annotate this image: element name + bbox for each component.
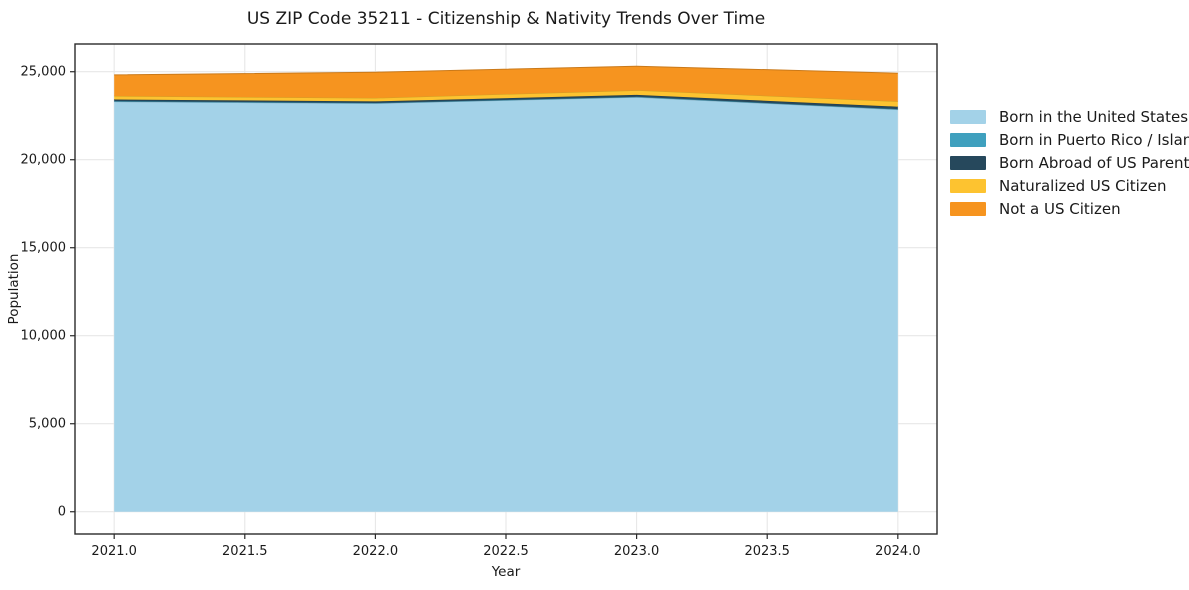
legend-swatch-born-in-puerto-rico-islands [950, 132, 986, 147]
x-tick-label: 2021.0 [91, 544, 137, 559]
legend: Born in the United States Born in Puerto … [950, 105, 1189, 220]
area-4 [114, 66, 898, 102]
legend-item-born-in-puerto-rico-islands: Born in Puerto Rico / Islands [950, 128, 1189, 151]
legend-swatch-not-a-us-citizen [950, 201, 986, 216]
legend-item-not-a-us-citizen: Not a US Citizen [950, 197, 1189, 220]
legend-label-born-in-puerto-rico-islands: Born in Puerto Rico / Islands [999, 130, 1189, 149]
y-tick-label: 5,000 [28, 416, 66, 432]
legend-swatch-born-in-the-united-states [950, 109, 986, 124]
x-tick-label: 2022.0 [352, 544, 399, 559]
legend-label-born-abroad-of-us-parent-s: Born Abroad of US Parent(s) [999, 153, 1189, 172]
area-3 [114, 90, 898, 107]
legend-item-naturalized-us-citizen: Naturalized US Citizen [950, 174, 1189, 197]
legend-swatch-born-abroad-of-us-parent-s [950, 155, 986, 170]
legend-label-born-in-the-united-states: Born in the United States [999, 107, 1189, 126]
x-tick-label: 2022.5 [483, 544, 529, 559]
x-tick-label: 2023.5 [744, 544, 790, 559]
y-tick-label: 10,000 [20, 328, 67, 344]
y-tick-label: 0 [57, 504, 66, 520]
legend-item-born-abroad-of-us-parent-s: Born Abroad of US Parent(s) [950, 151, 1189, 174]
x-tick-label: 2024.0 [875, 544, 921, 559]
legend-label-naturalized-us-citizen: Naturalized US Citizen [999, 176, 1167, 195]
area-edge-4 [114, 65, 898, 76]
legend-label-not-a-us-citizen: Not a US Citizen [999, 199, 1121, 218]
y-tick-label: 15,000 [20, 240, 67, 256]
x-tick-label: 2023.0 [613, 544, 660, 559]
area-2 [114, 94, 898, 110]
x-tick-label: 2021.5 [222, 544, 268, 559]
chart-title: US ZIP Code 35211 - Citizenship & Nativi… [246, 9, 766, 29]
x-axis-label: Year [491, 564, 521, 580]
legend-swatch-naturalized-us-citizen [950, 178, 986, 193]
y-tick-label: 20,000 [20, 152, 67, 168]
y-tick-label: 25,000 [20, 64, 67, 80]
legend-item-born-in-the-united-states: Born in the United States [950, 105, 1189, 128]
area-0 [114, 97, 898, 512]
y-axis-label: Population [6, 253, 22, 325]
